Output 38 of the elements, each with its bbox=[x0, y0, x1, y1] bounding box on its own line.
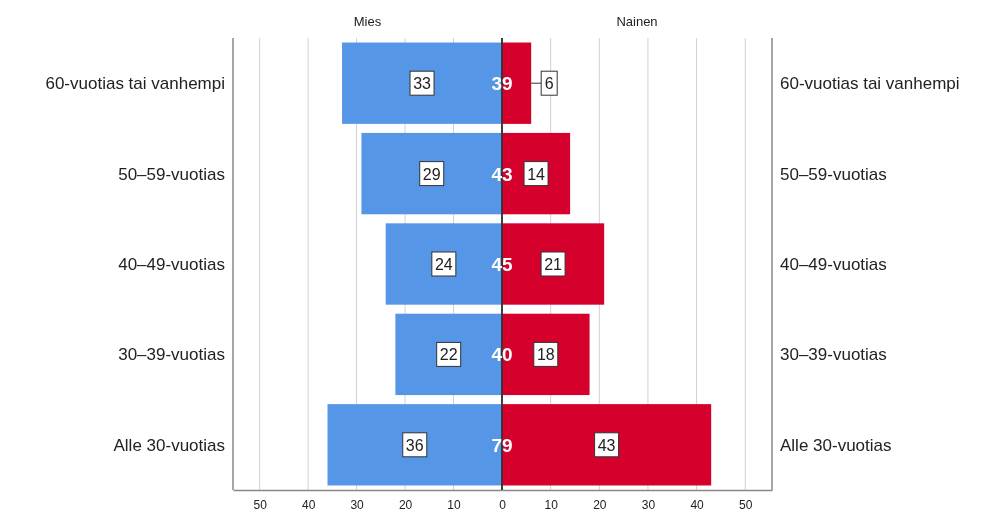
y-tick-label: Alle 30-vuotias bbox=[780, 435, 892, 455]
x-tick-label: 0 bbox=[499, 497, 507, 512]
x-tick-label: 50 bbox=[253, 497, 268, 512]
y-tick-label: 50–59-vuotias bbox=[780, 164, 887, 184]
y-tick-label: 60-vuotias tai vanhempi bbox=[780, 74, 960, 94]
annotation: 39 bbox=[491, 73, 513, 95]
x-tick-label: 10 bbox=[544, 497, 559, 512]
y-tick-label: 30–39-vuotias bbox=[780, 345, 887, 365]
annotation: 45 bbox=[491, 254, 513, 275]
data-label: 43 bbox=[597, 436, 616, 454]
y-tick-label: 60-vuotias tai vanhempi bbox=[45, 74, 225, 94]
chart-title: Nainen bbox=[616, 14, 658, 29]
x-tick-label: 30 bbox=[641, 497, 656, 512]
annotation: 79 bbox=[491, 434, 513, 456]
x-tick-label: 20 bbox=[398, 497, 413, 512]
data-label: 14 bbox=[527, 165, 546, 183]
data-label: 33 bbox=[413, 75, 432, 93]
chart-title: Mies bbox=[353, 14, 382, 29]
x-tick-label: 40 bbox=[301, 497, 316, 512]
data-label: 36 bbox=[405, 436, 424, 454]
y-tick-label: 40–49-vuotias bbox=[118, 255, 225, 274]
annotation: 43 bbox=[491, 163, 513, 185]
data-label: 24 bbox=[434, 256, 453, 273]
x-tick-label: 10 bbox=[447, 497, 462, 512]
y-tick-label: 50–59-vuotias bbox=[118, 164, 225, 184]
y-tick-label: 40–49-vuotias bbox=[780, 255, 887, 274]
annotation: 40 bbox=[491, 344, 513, 366]
data-label: 6 bbox=[544, 75, 554, 93]
x-tick-label: 30 bbox=[350, 497, 365, 512]
data-label: 18 bbox=[536, 346, 555, 364]
data-label: 29 bbox=[422, 165, 441, 183]
data-label: 22 bbox=[439, 346, 458, 364]
y-tick-label: Alle 30-vuotias bbox=[113, 435, 225, 455]
data-label: 21 bbox=[544, 256, 563, 273]
x-tick-label: 20 bbox=[593, 497, 607, 512]
y-tick-label: 30–39-vuotias bbox=[118, 345, 225, 365]
x-tick-label: 40 bbox=[690, 497, 705, 512]
x-tick-label: 50 bbox=[739, 497, 753, 512]
